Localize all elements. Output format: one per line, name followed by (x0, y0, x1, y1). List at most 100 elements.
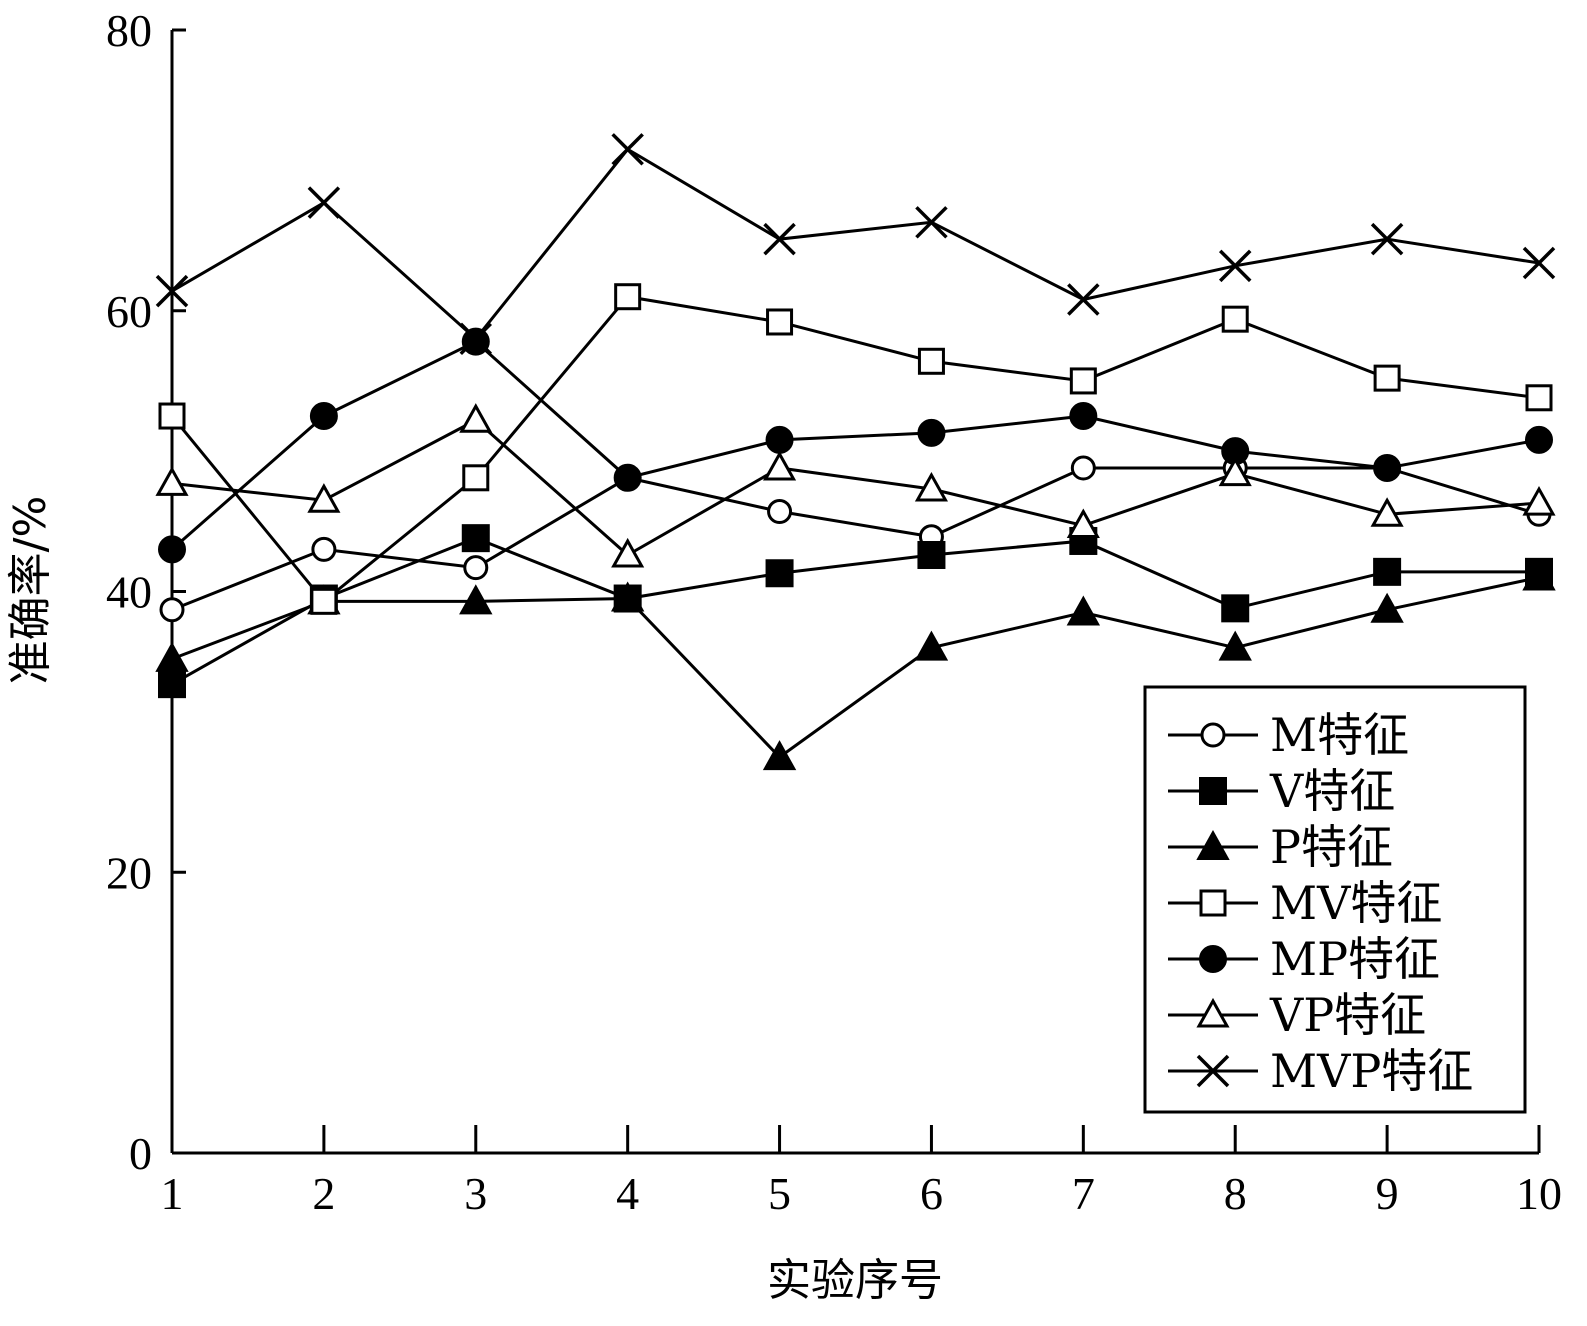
data-point (311, 536, 337, 562)
data-point (611, 537, 645, 568)
x-tick-label: 3 (464, 1168, 487, 1219)
legend-label: VP特征 (1269, 988, 1426, 1042)
data-point (1522, 560, 1556, 591)
legend-entry: MP特征 (1168, 932, 1440, 986)
data-point (1522, 246, 1556, 280)
axes: 0 20 40 60 80 1 2 3 4 5 6 7 8 9 10 (106, 5, 1562, 1219)
data-point (1373, 557, 1402, 586)
data-point (1221, 305, 1249, 333)
data-point (155, 274, 189, 308)
x-tick-label: 6 (920, 1168, 943, 1219)
data-point (1370, 497, 1404, 527)
data-point (765, 425, 794, 454)
data-point (611, 133, 644, 166)
data-point (767, 498, 793, 524)
data-point (307, 186, 341, 219)
legend-label: M特征 (1270, 708, 1409, 762)
series-line (170, 295, 1540, 604)
series-line (171, 418, 1540, 557)
x-axis-label: 实验序号 (767, 1255, 943, 1306)
legend-marker (1196, 997, 1230, 1028)
legend-entry: P特征 (1168, 820, 1393, 874)
data-point (1066, 508, 1100, 539)
legend-entry: V特征 (1168, 764, 1395, 818)
legend-label: MV特征 (1270, 876, 1442, 930)
data-point (1370, 592, 1404, 623)
x-tick-label: 2 (312, 1168, 335, 1219)
data-point (1067, 283, 1100, 316)
x-tick-label: 10 (1516, 1168, 1562, 1219)
series-7 (155, 133, 1556, 356)
data-point (917, 418, 946, 447)
data-point (762, 740, 797, 771)
series-5 (158, 327, 1553, 564)
series-line (171, 575, 1540, 760)
data-point (158, 670, 186, 699)
series-6 (155, 403, 1556, 568)
data-point (158, 402, 186, 430)
series-2 (158, 524, 1553, 699)
legend-entry: M特征 (1168, 708, 1409, 762)
legend-entry: MV特征 (1168, 876, 1442, 930)
x-tick-label: 8 (1224, 1168, 1247, 1219)
legend-marker (1196, 829, 1230, 860)
data-point (1069, 402, 1098, 431)
data-point (1525, 425, 1553, 454)
data-point (461, 327, 490, 356)
data-point (613, 463, 642, 492)
data-point (914, 630, 949, 661)
x-tick-label: 4 (616, 1168, 639, 1219)
data-point (307, 483, 341, 513)
y-tick-label: 20 (106, 847, 152, 898)
y-tick-label: 40 (106, 567, 152, 618)
y-tick-label: 60 (106, 286, 152, 337)
data-point (459, 584, 493, 615)
data-point (159, 597, 185, 623)
legend-label: P特征 (1270, 820, 1393, 874)
data-point (1373, 453, 1402, 482)
legend-marker (1199, 945, 1227, 973)
data-point (610, 581, 645, 612)
data-point (914, 471, 949, 502)
series-1 (159, 455, 1552, 623)
legend-label: V特征 (1269, 764, 1395, 818)
x-tick-label: 9 (1376, 1168, 1399, 1219)
legend-marker (1196, 1054, 1230, 1088)
data-point (917, 347, 945, 375)
legend-label: MP特征 (1270, 932, 1440, 986)
legend-marker (1199, 777, 1227, 805)
legend-marker (1200, 722, 1226, 748)
data-point (1522, 485, 1556, 516)
series-line (171, 339, 1540, 551)
series-line (171, 536, 1539, 686)
series-line (171, 466, 1540, 612)
data-point (310, 587, 338, 615)
data-point (765, 559, 794, 588)
y-tick-label: 80 (106, 5, 152, 56)
data-point (915, 206, 948, 239)
legend-entry: VP特征 (1168, 988, 1426, 1042)
data-point (1218, 630, 1252, 661)
data-point (1221, 594, 1250, 623)
data-point (1525, 384, 1553, 412)
data-point (1218, 456, 1252, 487)
y-tick-label: 0 (129, 1128, 152, 1179)
series-4 (158, 283, 1553, 615)
data-point (1069, 367, 1097, 395)
x-tick-label: 7 (1072, 1168, 1095, 1219)
data-point (762, 450, 797, 481)
data-point (1070, 455, 1096, 481)
data-point (462, 464, 490, 492)
legend-label: MVP特征 (1270, 1044, 1473, 1098)
data-point (763, 222, 796, 256)
data-point (1370, 222, 1404, 256)
data-point (155, 466, 189, 496)
data-point (1373, 364, 1401, 392)
data-point (459, 403, 493, 433)
series-layer (155, 133, 1556, 771)
data-point (1066, 595, 1101, 626)
data-point (614, 283, 642, 311)
legend-marker (1199, 889, 1227, 917)
